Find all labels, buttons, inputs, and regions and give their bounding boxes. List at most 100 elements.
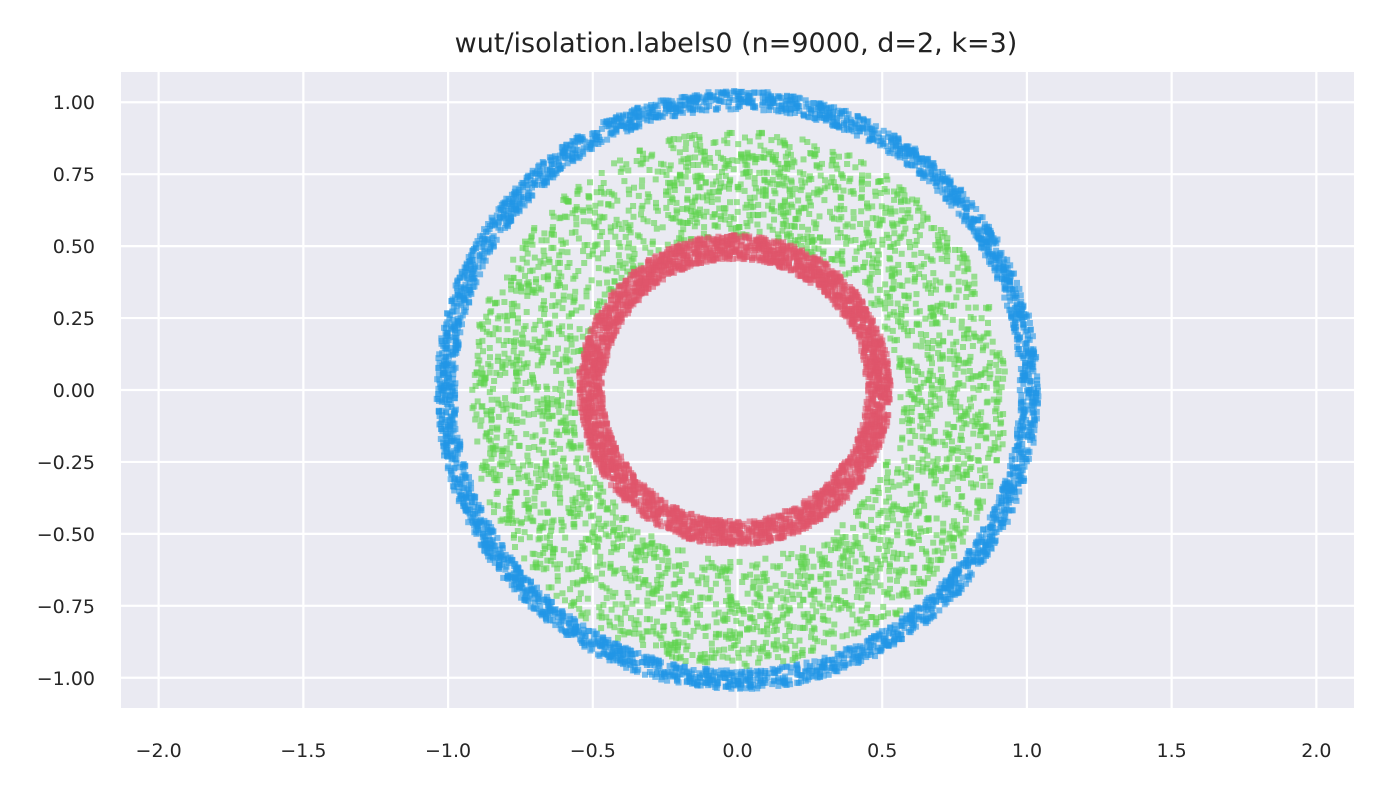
data-point <box>996 494 1003 501</box>
data-point <box>864 129 870 136</box>
data-point <box>447 419 454 426</box>
data-point <box>634 529 641 536</box>
data-point <box>831 104 838 111</box>
data-point <box>922 618 929 625</box>
data-point <box>456 464 463 471</box>
data-point <box>925 594 932 601</box>
data-point <box>1019 467 1026 474</box>
data-point <box>621 659 628 665</box>
data-point <box>868 270 875 277</box>
data-point <box>808 202 814 209</box>
data-point <box>649 628 656 635</box>
data-point <box>909 156 916 163</box>
data-point <box>978 409 985 416</box>
data-point <box>459 485 466 492</box>
data-point <box>920 210 927 217</box>
data-point <box>958 506 965 512</box>
data-point <box>707 97 714 104</box>
data-point <box>512 329 519 336</box>
data-point <box>701 566 708 573</box>
data-point <box>702 624 709 631</box>
data-point <box>915 460 922 466</box>
data-point <box>570 502 577 509</box>
data-point <box>436 359 443 366</box>
data-point <box>487 244 494 251</box>
data-point <box>624 657 631 664</box>
data-point <box>1026 373 1032 380</box>
data-point <box>887 300 894 307</box>
data-point <box>647 105 654 112</box>
data-point <box>928 391 934 398</box>
data-point <box>1001 294 1008 301</box>
data-point <box>478 251 485 258</box>
data-point <box>1027 326 1034 333</box>
data-point <box>729 157 736 164</box>
data-point <box>789 100 796 107</box>
data-point <box>1024 449 1031 456</box>
data-point <box>538 349 545 355</box>
data-point <box>839 257 846 264</box>
data-point <box>987 360 994 366</box>
data-point <box>586 207 593 214</box>
data-point <box>540 396 547 403</box>
data-point <box>572 335 579 342</box>
data-point <box>898 186 905 193</box>
data-point <box>933 565 940 572</box>
data-point <box>448 456 455 463</box>
data-point <box>870 643 877 650</box>
data-point <box>704 677 711 683</box>
data-point <box>800 565 807 572</box>
data-point <box>996 250 1003 257</box>
data-point <box>486 226 493 232</box>
data-point <box>982 422 989 429</box>
data-point <box>844 221 851 228</box>
data-point <box>900 357 907 364</box>
data-point <box>576 563 583 570</box>
data-point <box>598 525 605 532</box>
data-point <box>1024 332 1031 339</box>
data-point <box>766 223 773 230</box>
data-point <box>441 354 448 361</box>
data-point <box>672 571 679 578</box>
data-point <box>740 96 747 103</box>
data-point <box>926 178 933 185</box>
data-point <box>552 385 559 392</box>
data-point <box>941 491 948 498</box>
data-point <box>818 114 825 121</box>
data-point <box>503 222 510 229</box>
data-point <box>451 390 458 397</box>
data-point <box>543 179 550 186</box>
data-point <box>934 187 941 194</box>
data-point <box>915 537 922 543</box>
data-point <box>970 385 977 392</box>
data-point <box>503 203 510 210</box>
data-point <box>680 226 687 233</box>
data-point <box>466 286 472 293</box>
data-point <box>435 365 442 372</box>
data-point <box>643 155 650 162</box>
data-point <box>615 240 622 247</box>
data-point <box>913 501 920 508</box>
data-point <box>566 399 573 406</box>
data-point <box>559 143 566 150</box>
data-point <box>963 196 970 203</box>
data-point <box>725 103 732 110</box>
data-point <box>578 135 585 142</box>
data-point <box>986 258 992 265</box>
data-point <box>586 218 593 225</box>
data-point <box>982 531 989 538</box>
data-point <box>853 594 860 600</box>
data-point <box>999 441 1006 448</box>
data-point <box>685 611 692 618</box>
data-point <box>802 97 809 104</box>
data-point <box>723 575 730 582</box>
data-point <box>908 409 915 415</box>
data-point <box>924 158 931 165</box>
data-point <box>565 620 572 626</box>
data-point <box>701 152 708 159</box>
data-point <box>821 197 828 204</box>
data-point <box>909 266 916 273</box>
data-point <box>678 180 685 187</box>
data-point <box>891 188 897 195</box>
data-point <box>1026 336 1033 343</box>
